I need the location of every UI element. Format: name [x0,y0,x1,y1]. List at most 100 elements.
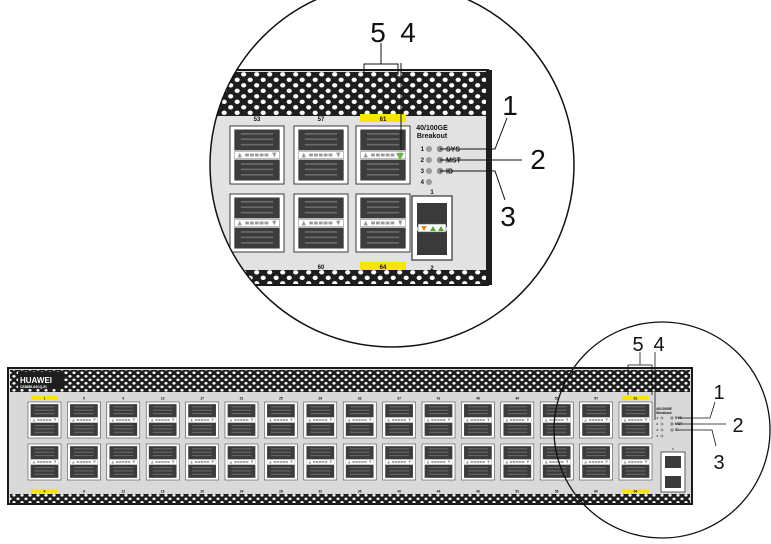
port-module-bottom [145,443,180,481]
port-module-top-led-down [211,418,214,422]
port-module-top [185,401,219,439]
callout-1-zoom: 1 [502,90,518,121]
port-module-bottom-led-down [250,460,254,464]
port-module-bottom [579,443,613,481]
port-module-bottom-led-down [171,460,175,464]
aux-port-bottom-label: 2 [672,493,674,497]
port-module-bottom-led-up [111,460,115,464]
zoom-callouts [363,43,522,201]
port-label-top: 29 [318,397,322,401]
port-module-top-led-down [132,418,136,422]
port-module-top-led-up [387,418,390,422]
port-highlight-bottom [31,489,58,493]
zoom-aux-top-label: 1 [430,190,434,196]
breakout-indicator-label: 3 [656,428,658,432]
port-module-bottom [618,443,653,481]
port-module-bottom-led-up [150,460,154,464]
zoom-top-vent [210,72,486,116]
zoom-port-module-top-led-up [237,152,242,158]
callout-3-panel: 3 [713,452,724,474]
port-label-bottom: 64 [634,490,638,494]
port-label-top: 9 [122,397,124,401]
port-module-bottom [303,443,338,481]
port-module-bottom-led-up [269,460,272,464]
port-module-top-led-up [505,418,509,422]
breakout-indicator-label: 2 [656,422,658,426]
port-module-top-led-up [347,418,351,422]
status-led-label: ID [675,428,679,432]
zoom-port-module-bottom-led-down [398,220,403,226]
zoom-breakout-led [426,179,432,185]
zoom-status-indicators: 1 2 3 4 SYS MST ID [421,145,462,186]
zoom-port-module-bottom-led-up [363,220,368,226]
callout-4-zoom: 4 [400,17,416,48]
zoom-port-module-bottom [355,193,411,253]
breakout-indicator-label: 1 [656,416,658,420]
port-label-top: 33 [358,397,362,401]
port-label-bottom: 12 [121,490,125,494]
breakout-led [660,428,664,432]
zoom-aux-led-green-1 [430,226,436,231]
callout-5-panel: 5 [632,334,643,356]
zoom-breakout-label-line2: Breakout [417,133,448,140]
port-label-top: 5 [83,397,85,401]
port-label-bottom: 36 [358,490,362,494]
port-module-top-led-up [623,418,627,422]
port-module-top-led-down [171,418,175,422]
port-module-top-led-up [544,418,548,422]
zoom-port-module-top [229,125,285,185]
port-module-top-led-up [229,418,233,422]
port-module-bottom-led-down [368,460,372,464]
port-module-top [421,401,456,439]
zoom-status-led-label: SYS [446,147,460,154]
port-label-bottom: 28 [279,490,283,494]
port-label-bottom: 44 [437,490,441,494]
port-module-bottom [224,443,259,481]
port-label-bottom: 16 [161,490,165,494]
port-module-top [579,401,613,439]
port-module-top-led-down [487,418,490,422]
port-module-bottom-led-down [93,460,96,464]
port-module-top [500,401,535,439]
zoom-breakout-indicator-label: 4 [421,180,425,186]
port-module-top [461,401,495,439]
port-module-bottom-led-down [211,460,214,464]
zoom-breakout-indicator-label: 2 [421,158,425,164]
port-module-bottom [382,443,416,481]
port-module-bottom-led-up [347,460,351,464]
port-module-top [264,401,298,439]
port-label-bottom: 4 [44,490,46,494]
zoom-port-label-top: 53 [254,117,261,123]
zoom-status-led-label: MST [446,158,462,165]
port-module-top-led-up [466,418,469,422]
port-label-top: 49 [515,397,519,401]
port-module-top [224,401,259,439]
zoom-highlight-bottom [360,262,406,270]
port-label-top: 45 [476,397,480,401]
zoom-port-module-bottom-led-down [336,220,341,226]
port-module-bottom-led-up [387,460,390,464]
port-label-bottom: 48 [476,490,480,494]
port-module-top-led-up [72,418,75,422]
front-panel: HUAWEI CE8850-64CQ-EI 145891213161720212… [7,367,693,505]
zoom-aux-port-2 [417,231,447,255]
zoom-port-module-bottom [229,193,285,253]
zoom-port-module-bottom-led-up [301,220,306,226]
port-module-bottom-led-up [426,460,430,464]
aux-port-2 [665,476,681,488]
zoom-port-module-top-led-down [272,152,277,158]
port-label-top: 41 [437,397,441,401]
zoom-aux-led-green-2 [438,226,444,231]
port-module-bottom [185,443,219,481]
status-led-id [670,428,674,432]
port-module-bottom-led-down [290,460,293,464]
breakout-label-line2: Breakout [656,411,672,415]
model-label: CE8850-64CQ-EI [20,385,47,389]
port-module-top-led-down [250,418,254,422]
port-module-bottom-led-up [72,460,75,464]
port-module-top-led-down [329,418,333,422]
breakout-label-line1: 40/100GE [656,407,672,411]
port-module-bottom-led-down [53,460,57,464]
zoom-right-edge [486,70,492,285]
zoom-port-module-top [293,125,349,185]
